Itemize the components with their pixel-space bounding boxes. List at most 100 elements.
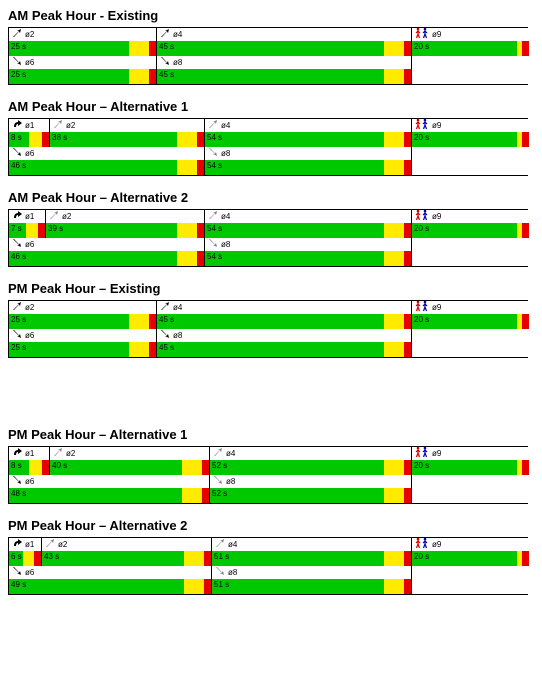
bar-segment-green	[50, 132, 177, 147]
timing-bar: 51 s	[212, 551, 411, 566]
phase-header: ø2	[42, 538, 211, 551]
bar-segment-green	[157, 41, 384, 56]
phase-label: ø6	[25, 568, 34, 577]
phase-header: ø6	[9, 329, 156, 342]
bar-duration-label: 8 s	[11, 133, 22, 142]
phase-header: ø4	[157, 28, 411, 41]
bar-duration-label: 45 s	[159, 343, 174, 352]
bar-segment-green	[9, 342, 129, 357]
phase-header: ø6	[9, 566, 211, 579]
phase-block: ø920 s	[411, 210, 529, 238]
bar-segment-yellow	[177, 160, 197, 175]
phase-header: ø2	[50, 119, 204, 132]
bar-segment-red	[522, 41, 529, 56]
bar-duration-label: 54 s	[207, 224, 222, 233]
phase-label: ø2	[62, 212, 71, 221]
bar-segment-green	[210, 460, 384, 475]
timing-bar	[412, 579, 529, 594]
bar-duration-label: 8 s	[11, 461, 22, 470]
bar-segment-red	[202, 460, 209, 475]
bar-duration-label: 49 s	[11, 580, 26, 589]
bar-segment-green	[9, 69, 129, 84]
bar-segment-white	[412, 342, 529, 357]
bar-segment-yellow	[129, 314, 149, 329]
bar-segment-red	[197, 251, 204, 266]
bar-segment-yellow	[384, 132, 404, 147]
timing-bar: 54 s	[205, 132, 411, 147]
timing-bar: 43 s	[42, 551, 211, 566]
phase-label: ø2	[66, 449, 75, 458]
phase-label: ø9	[432, 30, 441, 39]
bar-segment-red	[149, 69, 156, 84]
phase-label: ø9	[432, 121, 441, 130]
phase-label: ø6	[25, 240, 34, 249]
bar-segment-yellow	[29, 460, 42, 475]
timing-bar: 52 s	[210, 488, 411, 503]
timing-bar: 20 s	[412, 551, 529, 566]
bar-segment-white	[412, 69, 529, 84]
bar-segment-yellow	[384, 460, 404, 475]
phase-label: ø2	[25, 303, 34, 312]
bar-segment-red	[197, 223, 204, 238]
phase-header: ø4	[212, 538, 411, 551]
bar-segment-green	[157, 69, 384, 84]
phase-block: ø18 s	[9, 119, 49, 147]
timing-bar: 25 s	[9, 41, 156, 56]
bar-segment-yellow	[384, 314, 404, 329]
phase-block: ø225 s	[9, 301, 156, 329]
timing-bar: 46 s	[9, 160, 204, 175]
timing-bar: 20 s	[412, 460, 529, 475]
phase-block: ø445 s	[156, 301, 411, 329]
phase-block	[411, 238, 529, 266]
bar-segment-red	[34, 551, 41, 566]
timing-bar	[412, 342, 529, 357]
phase-block: ø454 s	[204, 210, 411, 238]
phase-label: ø8	[221, 240, 230, 249]
bar-duration-label: 51 s	[214, 552, 229, 561]
phase-row: ø16 s ø243 s ø451 s ø920 s	[9, 538, 527, 566]
phase-block: ø18 s	[9, 447, 49, 475]
timing-bar: 20 s	[412, 41, 529, 56]
bar-duration-label: 46 s	[11, 161, 26, 170]
phase-block	[411, 475, 529, 503]
phase-header	[412, 566, 529, 579]
bar-duration-label: 38 s	[52, 133, 67, 142]
phase-header	[412, 147, 529, 160]
phase-header: ø9	[412, 210, 529, 223]
bar-segment-red	[522, 223, 529, 238]
phase-header: ø8	[157, 329, 411, 342]
phase-header: ø8	[157, 56, 411, 69]
phase-block: ø238 s	[49, 119, 204, 147]
phase-block: ø225 s	[9, 28, 156, 56]
phase-block: ø920 s	[411, 447, 529, 475]
phase-block: ø445 s	[156, 28, 411, 56]
phase-header: ø6	[9, 147, 204, 160]
bar-segment-red	[404, 488, 411, 503]
bar-segment-green	[9, 488, 182, 503]
phase-header: ø9	[412, 301, 529, 314]
bar-segment-green	[205, 251, 384, 266]
phase-block	[411, 56, 529, 84]
bar-segment-green	[42, 551, 184, 566]
phase-block	[411, 329, 529, 357]
phase-block: ø845 s	[156, 56, 411, 84]
bar-segment-red	[404, 460, 411, 475]
phase-block: ø854 s	[204, 238, 411, 266]
phase-header: ø6	[9, 238, 204, 251]
bar-segment-yellow	[177, 223, 197, 238]
section-title: AM Peak Hour – Alternative 2	[8, 190, 534, 205]
timing-bar: 25 s	[9, 342, 156, 357]
phase-block: ø6 46 s	[9, 238, 204, 266]
timing-diagram: ø17 s ø239 s ø454 s ø920 s ø646 s ø854 s	[8, 209, 528, 267]
phase-block: ø854 s	[204, 147, 411, 175]
bar-segment-green	[9, 160, 177, 175]
bar-segment-yellow	[182, 460, 202, 475]
phase-header: ø2	[9, 28, 156, 41]
timing-bar: 20 s	[412, 132, 529, 147]
bar-segment-white	[412, 488, 529, 503]
phase-header: ø8	[205, 147, 411, 160]
timing-bar	[412, 251, 529, 266]
bar-duration-label: 46 s	[11, 252, 26, 261]
phase-header: ø2	[46, 210, 204, 223]
phase-header: ø4	[210, 447, 411, 460]
